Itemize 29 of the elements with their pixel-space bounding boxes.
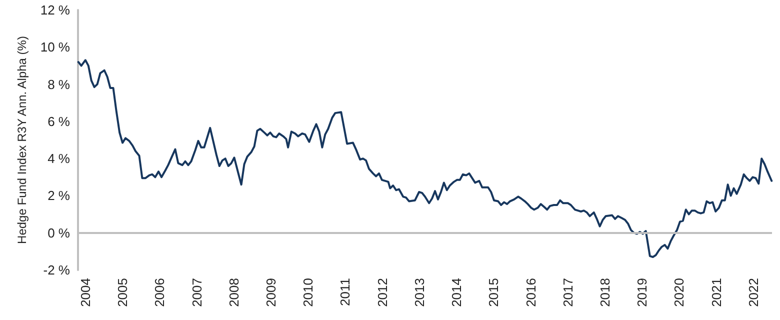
y-tick-label: 8 % [48,76,70,92]
x-tick-label: 2014 [449,278,464,307]
x-tick-label: 2019 [634,278,650,307]
x-tick-label: 2004 [78,278,93,307]
y-tick-label: 4 % [48,151,70,166]
x-tick-label: 2017 [560,278,576,307]
x-tick-label: 2015 [486,278,502,307]
y-tick-label: 6 % [48,114,70,129]
x-tick-label: 2013 [412,278,427,307]
x-tick-label: 2008 [226,278,242,307]
y-tick-label: 12 % [40,2,70,18]
x-tick-label: 2018 [597,278,612,307]
x-tick-label: 2007 [189,278,204,307]
y-tick-label: 0 % [48,225,70,240]
y-tick-label: 2 % [48,188,70,204]
x-tick-label: 2020 [672,278,687,307]
x-tick-label: 2006 [152,278,168,307]
y-tick-label: 10 % [40,40,70,55]
x-tick-label: 2005 [115,278,130,307]
x-tick-label: 2022 [746,278,761,307]
x-tick-label: 2012 [374,278,390,307]
x-tick-label: 2009 [263,278,278,307]
y-axis-title: Hedge Fund Index R3Y Ann. Alpha (%) [15,36,29,244]
x-tick-label: 2010 [300,278,316,307]
x-tick-label: 2016 [523,278,538,307]
line-series [77,59,773,258]
x-tick-label: 2021 [708,278,724,307]
y-tick-label: -2 % [43,262,70,278]
x-tick-label: 2011 [338,278,353,306]
